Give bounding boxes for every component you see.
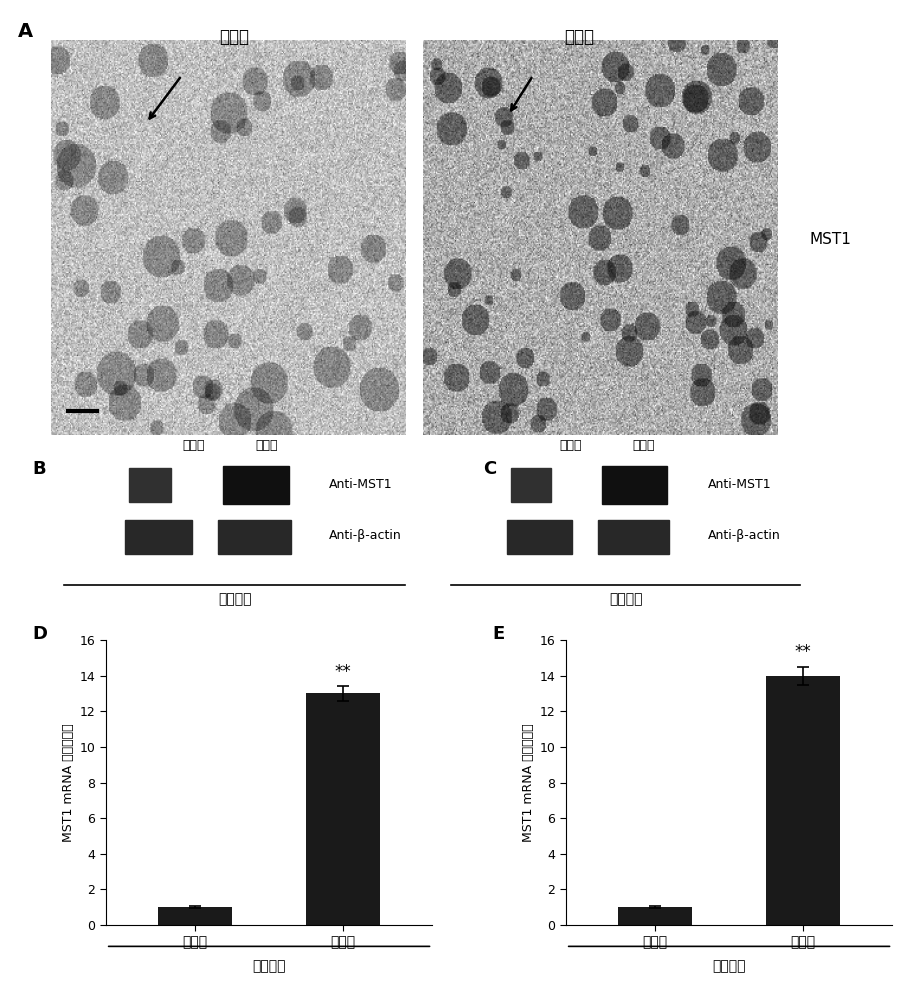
Bar [130,468,171,502]
Bar [506,520,571,554]
Bar [219,520,290,554]
Text: Anti-MST1: Anti-MST1 [708,478,771,490]
Text: **: ** [335,663,351,681]
Text: E: E [492,625,504,643]
Text: **: ** [794,643,811,661]
Text: 高糖组: 高糖组 [255,439,278,452]
Text: 心肌组织: 心肌组织 [252,959,286,973]
Text: A: A [18,22,33,41]
Text: 心肌组织: 心肌组织 [218,592,251,606]
Text: C: C [482,460,495,478]
Bar [157,907,232,925]
Text: 高糖组: 高糖组 [564,28,594,46]
Text: D: D [32,625,47,643]
Text: 心肌细胞: 心肌细胞 [711,959,745,973]
Bar [125,520,191,554]
Text: MST1: MST1 [809,232,851,247]
Text: B: B [32,460,46,478]
Bar [766,676,840,925]
Text: 高糖组: 高糖组 [632,439,654,452]
Text: 对照组: 对照组 [220,28,249,46]
Bar [597,520,668,554]
Bar [510,468,550,502]
Text: 对照组: 对照组 [182,439,204,452]
Bar [222,466,289,504]
Text: Anti-MST1: Anti-MST1 [329,478,392,490]
Bar [601,466,666,504]
Y-axis label: MST1 mRNA 相对表达量: MST1 mRNA 相对表达量 [62,723,75,842]
Bar [617,907,691,925]
Text: 心肌细胞: 心肌细胞 [608,592,641,606]
Bar [306,693,380,925]
Text: 对照组: 对照组 [559,439,581,452]
Text: Anti-β-actin: Anti-β-actin [329,530,402,542]
Y-axis label: MST1 mRNA 相对表达量: MST1 mRNA 相对表达量 [522,723,535,842]
Text: Anti-β-actin: Anti-β-actin [708,530,780,542]
